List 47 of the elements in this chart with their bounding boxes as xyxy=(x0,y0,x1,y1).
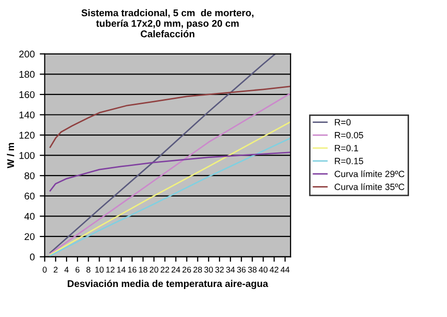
legend-label: R=0.15 xyxy=(334,158,364,164)
x-tick-label: 26 xyxy=(182,266,192,273)
y-tick-label: 160 xyxy=(20,91,35,98)
x-tick-label: 24 xyxy=(172,266,180,273)
x-tick-label: 44 xyxy=(280,266,290,273)
y-tick-label: 40 xyxy=(24,212,35,220)
x-tick-label: 8 xyxy=(86,266,90,273)
x-tick-label: 28 xyxy=(193,266,202,273)
x-tick-label: 4 xyxy=(64,266,69,273)
legend-label: R=0.1 xyxy=(334,144,358,152)
x-axis-title: Desviación media de temperatura aire-agua xyxy=(68,280,268,290)
line-series xyxy=(49,54,276,254)
x-tick-label: 30 xyxy=(204,266,213,273)
x-tick-label: 12 xyxy=(106,266,114,273)
legend-label: Curva límite 35ºC xyxy=(334,183,404,190)
legend-label: Curva límite 29ºC xyxy=(334,170,404,178)
legend-label: R=0.05 xyxy=(334,132,364,138)
y-tick-label: 80 xyxy=(24,172,35,180)
y-axis-title: W / m xyxy=(6,142,14,168)
x-tick-label: 36 xyxy=(237,266,246,273)
x-tick-label: 32 xyxy=(215,266,224,273)
x-tick-label: 38 xyxy=(248,266,257,273)
line-series xyxy=(49,86,291,148)
x-tick-label: 40 xyxy=(258,266,268,273)
x-tick-label: 0 xyxy=(42,266,47,273)
x-tick-label: 42 xyxy=(270,266,278,273)
y-tick-label: 20 xyxy=(24,233,35,240)
y-tick-label: 140 xyxy=(20,111,35,118)
y-tick-label: 100 xyxy=(20,152,35,159)
y-tick-label: 200 xyxy=(19,50,35,58)
x-tick-label: 10 xyxy=(95,266,104,273)
x-tick-label: 2 xyxy=(54,266,58,273)
y-tick-label: 120 xyxy=(20,132,35,139)
x-tick-label: 16 xyxy=(128,266,136,273)
line-series xyxy=(49,92,291,254)
x-tick-label: 14 xyxy=(117,266,126,273)
y-tick-label: 180 xyxy=(20,70,35,78)
x-tick-label: 20 xyxy=(150,266,158,273)
x-tick-label: 18 xyxy=(139,266,148,273)
x-tick-label: 6 xyxy=(76,266,80,273)
x-tick-label: 22 xyxy=(160,266,170,273)
legend-label: R=0 xyxy=(334,119,351,126)
y-tick-label: 60 xyxy=(24,192,35,200)
line-series xyxy=(49,152,291,192)
x-tick-label: 34 xyxy=(226,266,235,273)
chart-title: Sistema tradcional, 5 cm de mortero, tubería 17x2,0 mm, paso 20 cm Calefacción xyxy=(81,9,254,38)
y-tick-label: 0 xyxy=(30,254,35,260)
